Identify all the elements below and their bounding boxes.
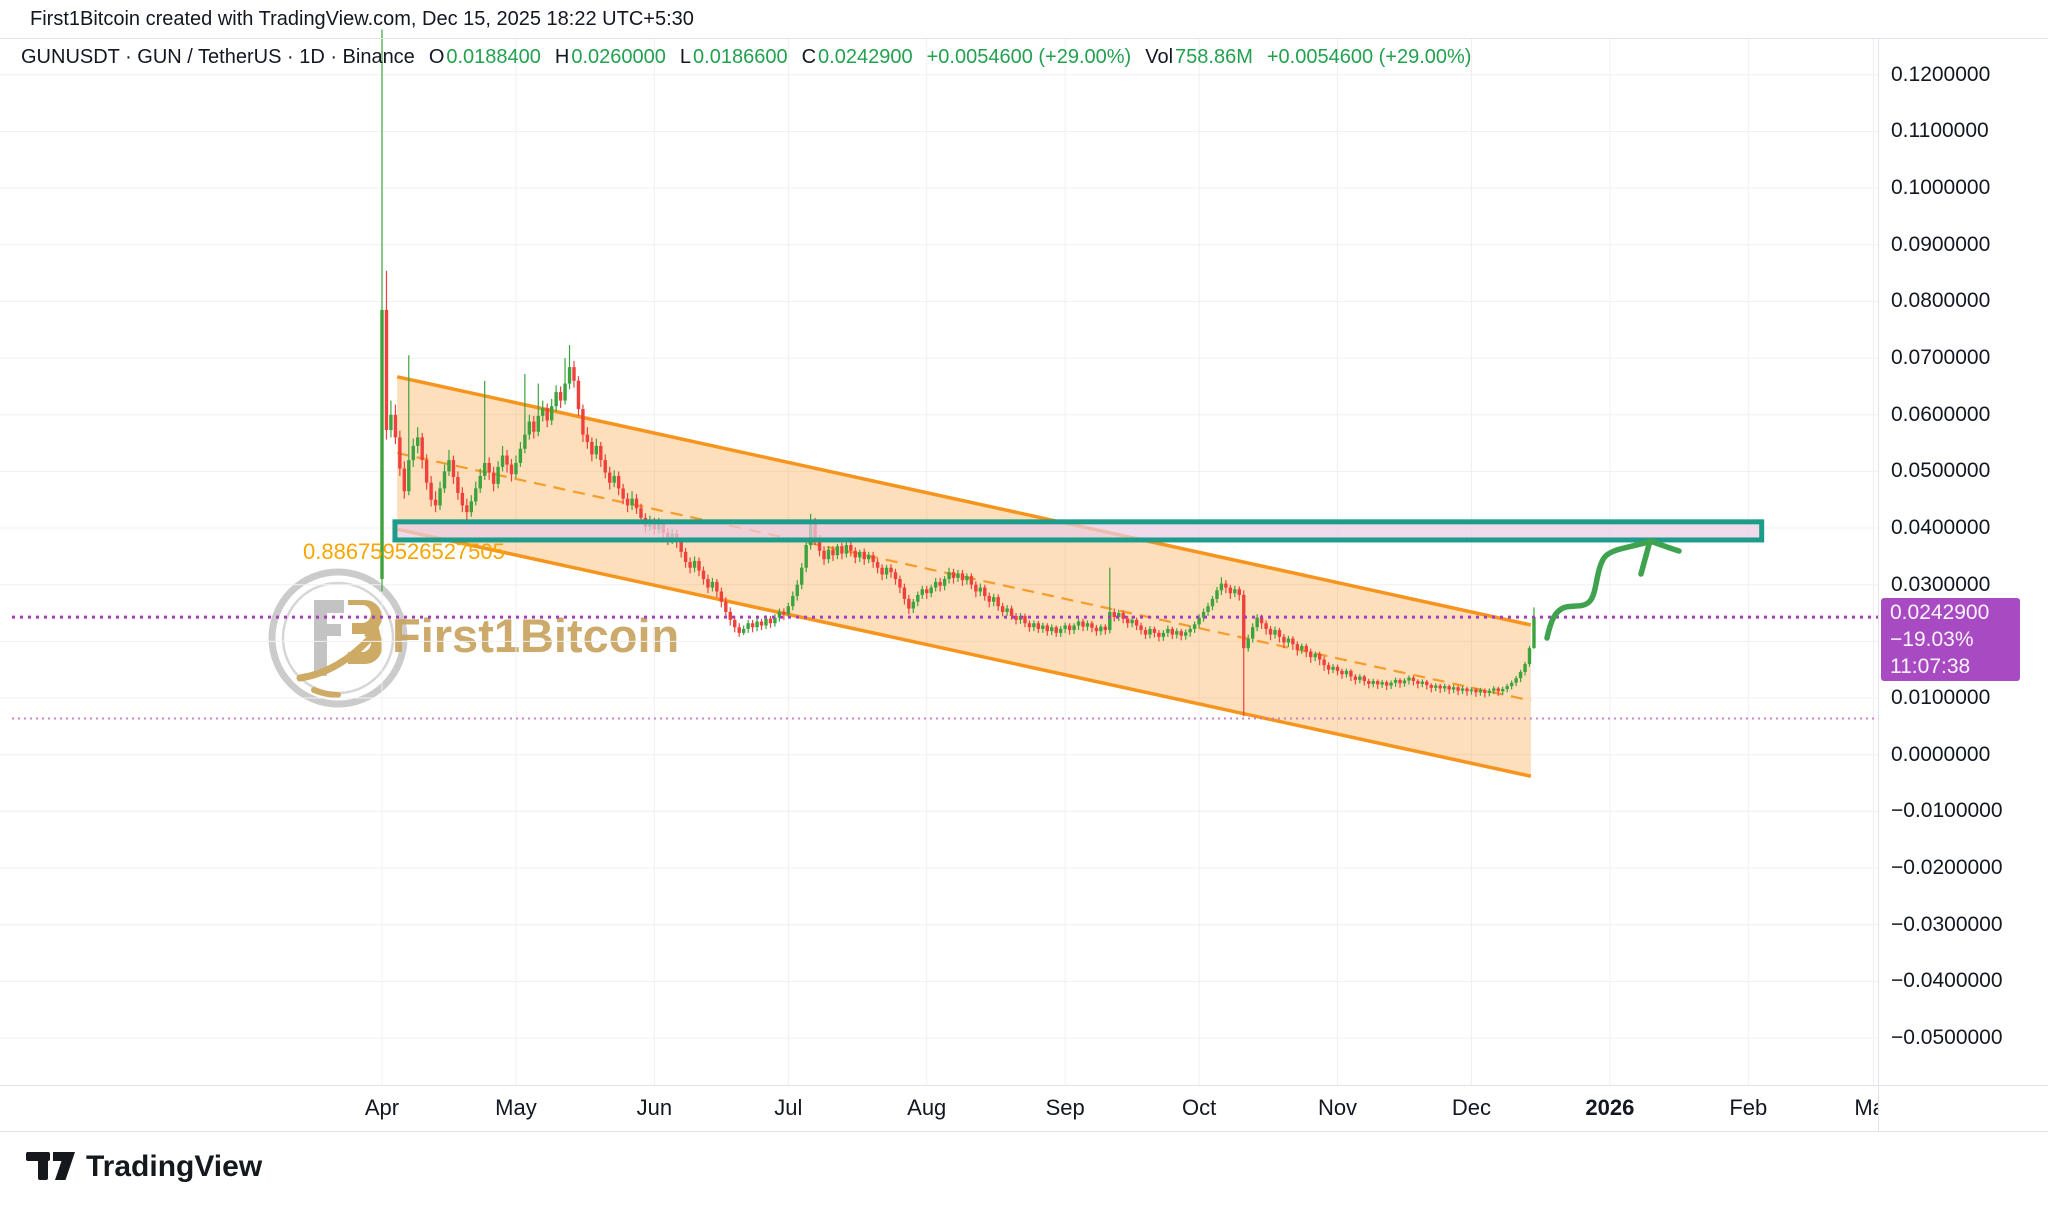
price-axis-tick: 0.0600000: [1891, 402, 1991, 426]
time-axis[interactable]: Apr May Jun Jul Aug Sep Oct Nov Dec 2026 Feb Mar: [0, 1085, 1879, 1131]
time-axis-tick: Apr: [364, 1095, 400, 1120]
high-readout: H 0.0260000: [554, 46, 666, 68]
pane-top-border: [0, 38, 2048, 39]
legend: GUNUSDT · GUN / TetherUS · 1D · Binance …: [21, 46, 1471, 69]
time-axis-tick: Nov: [1317, 1095, 1358, 1120]
tradingview-logo-icon: [26, 1152, 75, 1180]
watermark: First1Bitcoin: [252, 556, 752, 716]
time-axis-separator: [0, 1085, 2048, 1086]
price-axis-tick: 0.0000000: [1891, 742, 1991, 766]
change-readout: +0.0054600 (+29.00%): [926, 46, 1132, 68]
time-axis-tick: Aug: [907, 1095, 947, 1120]
bar-countdown: 11:07:38: [1890, 655, 1971, 678]
trend-arrow-drawing[interactable]: [1544, 538, 1682, 641]
price-axis-tick: 0.1100000: [1891, 119, 1989, 143]
time-axis-tick: Mar: [1854, 1095, 1879, 1120]
tradingview-logo-text: TradingView: [86, 1150, 263, 1183]
price-axis-separator: [1878, 38, 1879, 1131]
price-axis[interactable]: 0.1200000 0.1100000 0.1000000 0.0900000 0.08…: [1878, 38, 2048, 1085]
attribution-text: First1Bitcoin created with TradingView.c…: [30, 8, 694, 30]
time-axis-tick: Jun: [636, 1095, 673, 1120]
time-axis-tick: Oct: [1181, 1095, 1217, 1120]
fib-level-label[interactable]: 0.886759526527505: [303, 539, 505, 564]
price-axis-tick: −0.0100000: [1891, 799, 2003, 823]
price-axis-tick: 0.0700000: [1891, 346, 1991, 370]
close-readout: C 0.0242900: [801, 46, 913, 68]
price-axis-tick: −0.0400000: [1891, 969, 2003, 993]
price-axis-tick: 0.0100000: [1891, 686, 1991, 710]
price-axis-tick: 0.0900000: [1891, 232, 1991, 256]
price-axis-tick: 0.0400000: [1891, 516, 1991, 540]
resistance-box-drawing[interactable]: [392, 519, 1765, 543]
time-axis-tick: Dec: [1451, 1095, 1492, 1120]
last-price-value: 0.0242900: [1890, 601, 1990, 624]
first1bitcoin-logo-icon: [268, 568, 408, 708]
price-axis-tick: 0.1200000: [1891, 62, 1991, 86]
price-axis-tick: −0.0500000: [1891, 1026, 2003, 1049]
volume-readout: Vol 758.86M: [1145, 46, 1253, 68]
low-readout: L 0.0186600: [679, 46, 788, 68]
price-axis-tick: −0.0200000: [1891, 856, 2003, 880]
time-axis-tick: Sep: [1045, 1095, 1085, 1120]
price-axis-tick: 0.0800000: [1891, 289, 1991, 313]
last-price-change: −19.03%: [1890, 628, 1974, 651]
time-axis-tick: Jul: [774, 1095, 803, 1120]
volume-change-readout: +0.0054600 (+29.00%): [1266, 46, 1472, 68]
open-readout: O 0.0188400: [428, 46, 541, 68]
tradingview-logo[interactable]: TradingView: [26, 1150, 262, 1184]
time-axis-tick: 2026: [1585, 1095, 1635, 1120]
price-axis-tick: −0.0300000: [1891, 912, 2003, 936]
time-axis-tick: May: [495, 1095, 537, 1120]
last-price-label: 0.0242900 −19.03% 11:07:38: [1881, 598, 2020, 681]
price-axis-tick: 0.1000000: [1891, 176, 1991, 200]
symbol-title[interactable]: GUNUSDT · GUN / TetherUS · 1D · Binance: [21, 46, 415, 68]
watermark-text: First1Bitcoin: [392, 609, 680, 662]
price-axis-tick: 0.0500000: [1891, 459, 1991, 483]
time-axis-tick: Feb: [1729, 1095, 1768, 1120]
price-axis-tick: 0.0300000: [1891, 572, 1991, 596]
chart-canvas[interactable]: [0, 0, 1878, 1131]
time-axis-bottom-border: [0, 1131, 2048, 1132]
